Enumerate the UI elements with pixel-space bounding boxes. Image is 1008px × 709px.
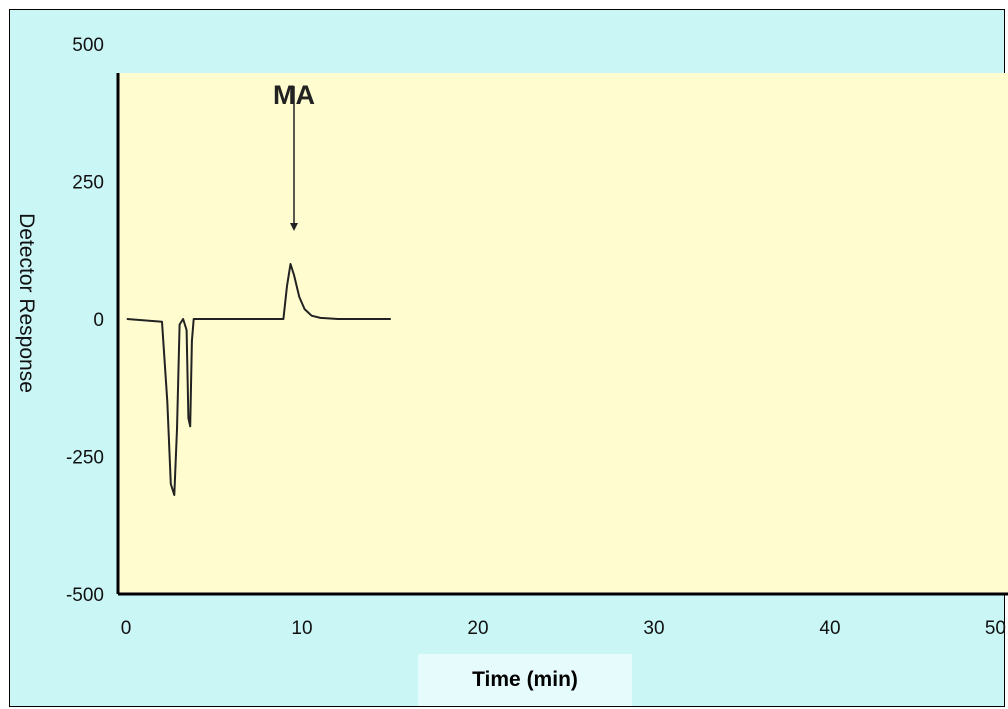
series-group [126, 263, 391, 496]
annotation-group: MA [273, 80, 315, 231]
annotation-arrow-head [290, 223, 298, 231]
y-tick-label: 500 [72, 35, 104, 56]
y-tick-label: 250 [72, 173, 104, 194]
y-tick-label: 0 [93, 310, 104, 331]
x-axis-label-box: Time (min) [418, 654, 632, 706]
y-tick-label: -500 [66, 585, 104, 606]
series-line [126, 263, 391, 496]
x-tick-label: 0 [121, 618, 132, 639]
x-tick-label: 10 [291, 618, 312, 639]
x-axis-label: Time (min) [472, 668, 578, 691]
plot-area [118, 73, 1008, 594]
x-tick-label: 20 [467, 618, 488, 639]
y-tick-labels: 500 250 0 -250 -500 [66, 35, 104, 606]
x-tick-label: 40 [819, 618, 840, 639]
x-tick-label: 50 [985, 618, 1006, 639]
y-axis-label: Detector Response [15, 213, 38, 393]
x-tick-label: 30 [643, 618, 664, 639]
x-tick-labels: 0 10 20 30 40 50 [121, 618, 1006, 639]
y-tick-label: -250 [66, 448, 104, 469]
